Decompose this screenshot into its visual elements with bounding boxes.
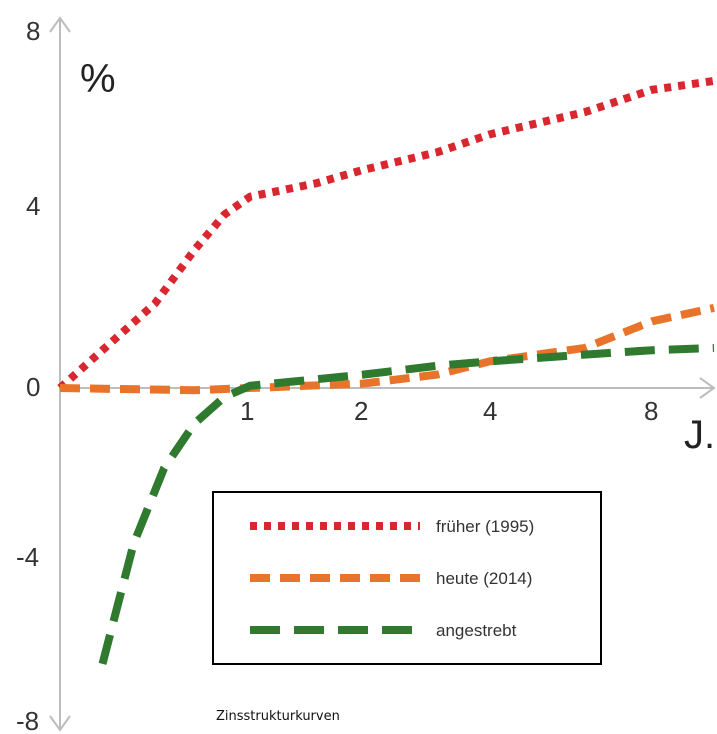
y-tick-label: -8 bbox=[16, 706, 39, 734]
y-axis-unit-label: % bbox=[80, 57, 116, 101]
y-tick-label: 8 bbox=[26, 16, 40, 46]
legend: früher (1995) heute (2014) angestrebt bbox=[212, 491, 602, 665]
x-tick-label: 2 bbox=[354, 396, 368, 426]
chart-caption: Zinsstrukturkurven bbox=[216, 709, 340, 724]
series-layer bbox=[57, 76, 715, 665]
legend-label-angestrebt: angestrebt bbox=[436, 621, 517, 640]
series-line-0 bbox=[57, 76, 715, 391]
series-line-2 bbox=[98, 343, 715, 665]
y-axis-arrow-top bbox=[49, 16, 71, 33]
y-tick-label: -4 bbox=[16, 542, 39, 572]
x-axis-unit-label: J. bbox=[684, 413, 715, 457]
legend-label-frueher: früher (1995) bbox=[436, 517, 534, 536]
y-axis-arrow-bottom bbox=[49, 715, 71, 732]
y-tick-label: 0 bbox=[26, 372, 40, 402]
legend-label-heute: heute (2014) bbox=[436, 569, 532, 588]
x-axis-arrow bbox=[699, 377, 716, 399]
x-tick-label: 4 bbox=[483, 396, 497, 426]
x-tick-label: 8 bbox=[644, 396, 658, 426]
y-tick-label: 4 bbox=[26, 191, 40, 221]
series-line-1 bbox=[59, 303, 715, 395]
x-tick-label: 1 bbox=[240, 396, 254, 426]
